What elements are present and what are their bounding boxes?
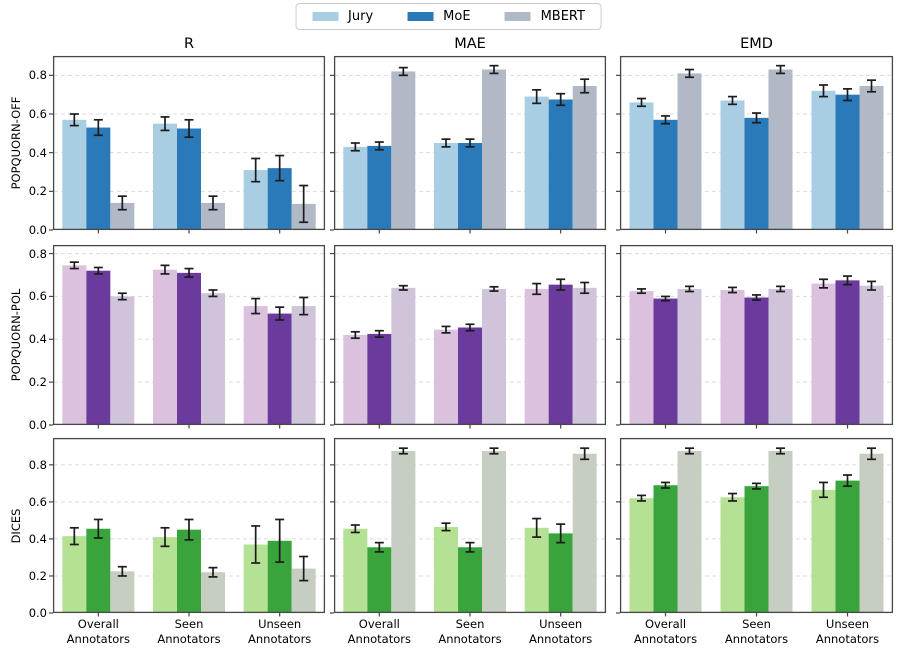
y-tick-label: 0.0 xyxy=(28,606,47,620)
y-tick-label: 0.6 xyxy=(28,494,47,509)
x-tick-label: Unseen Annotators xyxy=(815,617,880,646)
legend-label-jury: Jury xyxy=(348,9,374,24)
subplot-dices-r xyxy=(49,437,326,617)
y-tick-label: 0.4 xyxy=(28,332,47,347)
column-title-mae: MAE xyxy=(454,36,486,52)
y-tick-label: 0.2 xyxy=(28,375,47,390)
x-tick-label: Overall Annotators xyxy=(66,617,130,646)
y-tick-label: 0.6 xyxy=(28,107,47,121)
subplot-popquorn-off-mae xyxy=(330,55,607,234)
y-tick-label: 0.4 xyxy=(28,145,47,160)
mbert-swatch-icon xyxy=(504,12,531,21)
y-tick-label: 0.8 xyxy=(28,246,47,261)
subplot-dices-emd xyxy=(616,437,894,617)
legend: Jury MoE MBERT xyxy=(295,3,602,30)
subplot-popquorn-pol-r xyxy=(49,244,326,429)
x-tick-label: Seen Annotators xyxy=(724,617,789,646)
legend-label-moe: MoE xyxy=(443,9,471,24)
legend-item-mbert: MBERT xyxy=(504,9,585,24)
y-tick-label: 0.4 xyxy=(28,531,47,546)
y-tick-label: 0.2 xyxy=(28,184,47,199)
legend-item-jury: Jury xyxy=(312,10,373,23)
legend-label-mbert: MBERT xyxy=(540,9,585,24)
y-tick-label: 0.8 xyxy=(28,68,47,83)
subplot-popquorn-pol-mae xyxy=(330,244,607,429)
subplot-dices-mae xyxy=(330,437,607,617)
x-tick-label: Overall Annotators xyxy=(633,617,698,646)
x-tick-label: Overall Annotators xyxy=(347,617,411,646)
x-tick-label: Seen Annotators xyxy=(157,617,221,646)
y-tick-label: 0.0 xyxy=(28,223,47,237)
y-tick-label: 0.0 xyxy=(28,418,47,432)
x-tick-label: Unseen Annotators xyxy=(248,617,312,646)
x-tick-label: Unseen Annotators xyxy=(529,617,593,646)
y-tick-label: 0.2 xyxy=(28,568,47,583)
column-title-r: R xyxy=(183,36,195,52)
subplot-popquorn-pol-emd xyxy=(616,244,894,429)
legend-item-moe: MoE xyxy=(407,9,471,24)
x-tick-label: Seen Annotators xyxy=(438,617,502,646)
jury-swatch-icon xyxy=(312,12,339,21)
subplot-popquorn-off-emd xyxy=(616,55,894,234)
subplot-popquorn-off-r xyxy=(49,55,326,234)
y-tick-label: 0.8 xyxy=(28,457,47,472)
y-tick-label: 0.6 xyxy=(28,289,47,304)
moe-swatch-icon xyxy=(407,12,434,21)
column-title-emd: EMD xyxy=(740,36,773,52)
